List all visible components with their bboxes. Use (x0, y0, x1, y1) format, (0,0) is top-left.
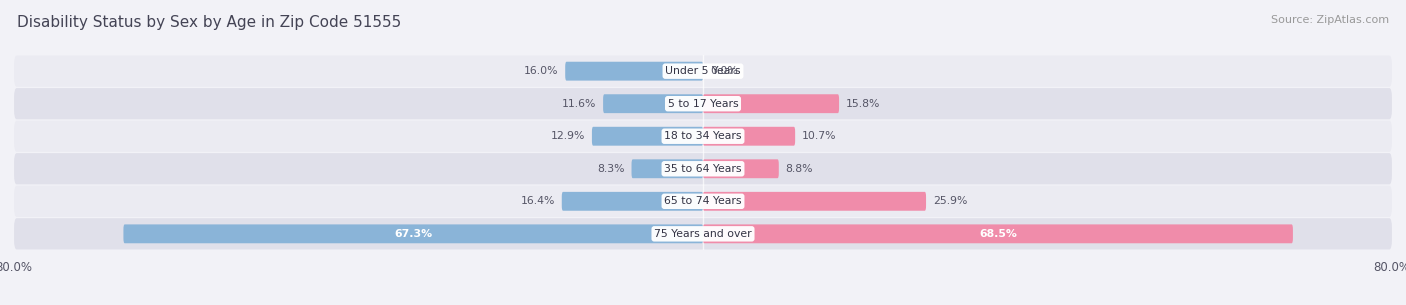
FancyBboxPatch shape (703, 159, 779, 178)
Text: 5 to 17 Years: 5 to 17 Years (668, 99, 738, 109)
Text: 0.0%: 0.0% (710, 66, 738, 76)
Text: Disability Status by Sex by Age in Zip Code 51555: Disability Status by Sex by Age in Zip C… (17, 15, 401, 30)
FancyBboxPatch shape (703, 127, 796, 146)
Text: 68.5%: 68.5% (979, 229, 1017, 239)
FancyBboxPatch shape (14, 88, 1392, 119)
FancyBboxPatch shape (14, 56, 1392, 87)
Text: 8.3%: 8.3% (598, 164, 624, 174)
Text: 8.8%: 8.8% (786, 164, 813, 174)
FancyBboxPatch shape (703, 94, 839, 113)
Legend: Male, Female: Male, Female (633, 303, 773, 305)
Text: 15.8%: 15.8% (846, 99, 880, 109)
Text: 35 to 64 Years: 35 to 64 Years (664, 164, 742, 174)
Text: 67.3%: 67.3% (394, 229, 432, 239)
FancyBboxPatch shape (14, 218, 1392, 249)
Text: 10.7%: 10.7% (801, 131, 837, 141)
FancyBboxPatch shape (562, 192, 703, 211)
Text: Under 5 Years: Under 5 Years (665, 66, 741, 76)
FancyBboxPatch shape (603, 94, 703, 113)
FancyBboxPatch shape (631, 159, 703, 178)
FancyBboxPatch shape (124, 224, 703, 243)
Text: 16.0%: 16.0% (524, 66, 558, 76)
Text: 75 Years and over: 75 Years and over (654, 229, 752, 239)
FancyBboxPatch shape (592, 127, 703, 146)
Text: 18 to 34 Years: 18 to 34 Years (664, 131, 742, 141)
FancyBboxPatch shape (14, 120, 1392, 152)
Text: 16.4%: 16.4% (520, 196, 555, 206)
Text: 12.9%: 12.9% (551, 131, 585, 141)
Text: 25.9%: 25.9% (934, 196, 967, 206)
FancyBboxPatch shape (703, 192, 927, 211)
Text: 65 to 74 Years: 65 to 74 Years (664, 196, 742, 206)
FancyBboxPatch shape (565, 62, 703, 81)
FancyBboxPatch shape (14, 153, 1392, 185)
FancyBboxPatch shape (703, 224, 1294, 243)
FancyBboxPatch shape (14, 186, 1392, 217)
Text: 11.6%: 11.6% (562, 99, 596, 109)
Text: Source: ZipAtlas.com: Source: ZipAtlas.com (1271, 15, 1389, 25)
